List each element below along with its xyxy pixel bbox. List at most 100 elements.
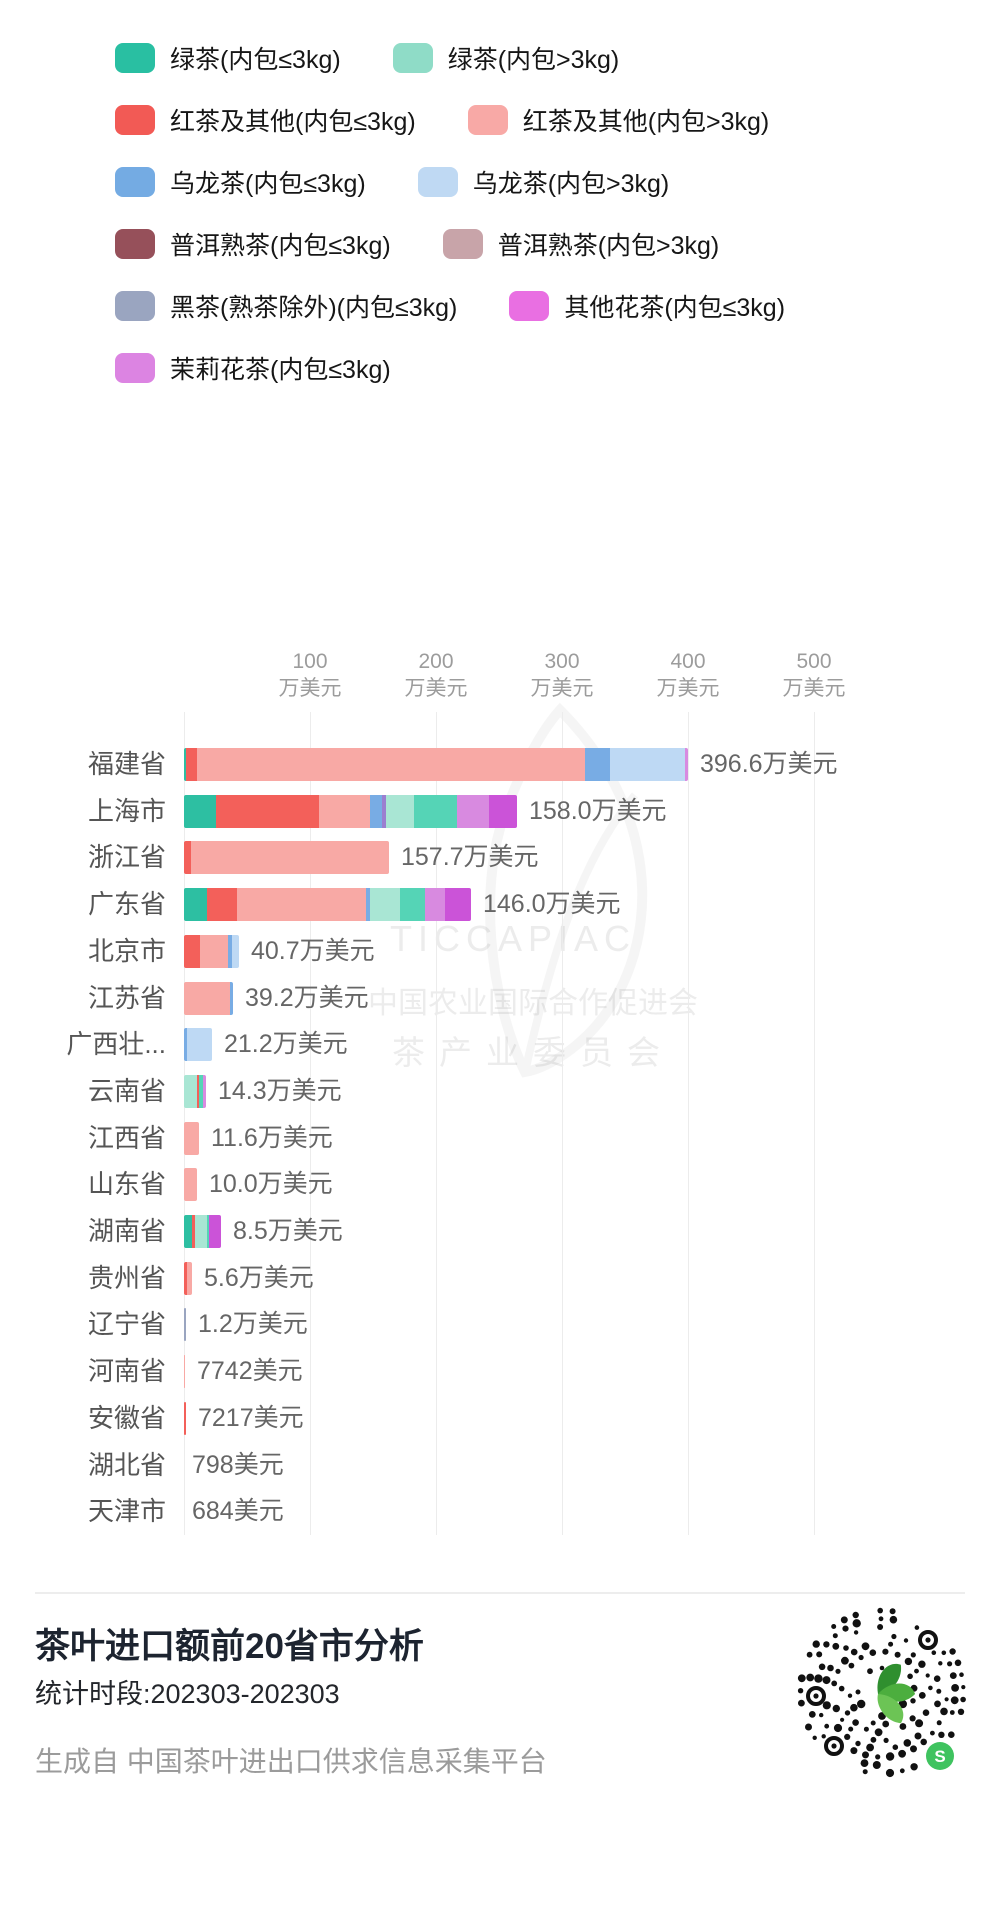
grid-line	[436, 712, 437, 1535]
bar-value-label: 8.5万美元	[233, 1217, 343, 1245]
stacked-bar[interactable]	[184, 888, 471, 921]
bar-value-label: 11.6万美元	[211, 1124, 333, 1152]
y-axis-category-label: 广东省	[87, 889, 166, 919]
bar-value-label: 146.0万美元	[483, 890, 621, 918]
legend-item[interactable]: 绿茶(内包>3kg)	[392, 40, 620, 76]
bar-segment	[414, 795, 457, 828]
y-axis-category-label: 上海市	[87, 796, 166, 826]
bar-segment	[216, 795, 319, 828]
legend-row: 黑茶(熟茶除外)(内包≤3kg) 其他花茶(内包≤3kg)	[115, 288, 895, 324]
stacked-bar[interactable]	[184, 1075, 206, 1108]
legend-swatch-icon	[392, 43, 433, 73]
grid-line	[310, 712, 311, 1535]
bar-segment	[203, 1075, 206, 1108]
stacked-bar[interactable]	[184, 1262, 192, 1295]
grid-line	[688, 712, 689, 1535]
legend-item[interactable]: 乌龙茶(内包≤3kg)	[115, 164, 366, 200]
legend-row: 普洱熟茶(内包≤3kg) 普洱熟茶(内包>3kg)	[115, 226, 895, 262]
legend-swatch-icon	[115, 43, 155, 73]
legend-swatch-icon	[509, 291, 550, 321]
legend-item[interactable]: 乌龙茶(内包>3kg)	[417, 164, 669, 200]
qr-code: S	[797, 1607, 966, 1778]
bar-segment	[191, 841, 389, 874]
legend-item[interactable]: 普洱熟茶(内包>3kg)	[442, 226, 719, 262]
y-axis-category-label: 江苏省	[87, 983, 166, 1013]
stacked-bar[interactable]	[184, 982, 233, 1015]
bar-value-label: 1.2万美元	[198, 1310, 308, 1338]
y-axis-category-label: 北京市	[87, 936, 166, 966]
bar-segment	[425, 888, 445, 921]
bar-segment	[184, 935, 200, 968]
stacked-bar[interactable]	[184, 1028, 212, 1061]
y-axis-category-label: 安徽省	[87, 1403, 166, 1433]
legend-label: 红茶及其他(内包>3kg)	[522, 108, 770, 136]
bar-segment	[184, 1402, 186, 1435]
y-axis-category-label: 辽宁省	[87, 1309, 166, 1339]
legend-item[interactable]: 黑茶(熟茶除外)(内包≤3kg)	[115, 288, 457, 324]
bar-segment	[187, 1028, 212, 1061]
bar-value-label: 158.0万美元	[529, 797, 667, 825]
y-axis-category-label: 天津市	[87, 1496, 166, 1526]
stacked-bar[interactable]	[184, 795, 517, 828]
stacked-bar[interactable]	[184, 1355, 185, 1388]
legend-item[interactable]: 绿茶(内包≤3kg)	[115, 40, 341, 76]
bar-segment	[370, 888, 400, 921]
legend-swatch-icon	[467, 105, 508, 135]
bar-value-label: 684美元	[192, 1497, 284, 1525]
bar-segment	[445, 888, 471, 921]
bar-value-label: 5.6万美元	[204, 1264, 314, 1292]
bar-segment	[184, 1168, 197, 1201]
bar-value-label: 396.6万美元	[700, 750, 838, 778]
legend-swatch-icon	[115, 353, 155, 383]
x-axis-tick-label: 100 万美元	[278, 650, 342, 700]
bar-segment	[457, 795, 489, 828]
stacked-bar[interactable]	[184, 1215, 221, 1248]
bar-segment	[230, 982, 233, 1015]
bar-segment	[184, 795, 216, 828]
bar-segment	[207, 888, 237, 921]
stacked-bar[interactable]	[184, 748, 688, 781]
stacked-bar[interactable]	[184, 1122, 199, 1155]
legend-item[interactable]: 普洱熟茶(内包≤3kg)	[115, 226, 391, 262]
legend-row: 乌龙茶(内包≤3kg) 乌龙茶(内包>3kg)	[115, 164, 895, 200]
bar-value-label: 7217美元	[198, 1404, 304, 1432]
stacked-bar[interactable]	[184, 1402, 186, 1435]
legend-label: 绿茶(内包≤3kg)	[170, 46, 341, 74]
stacked-bar[interactable]	[184, 935, 239, 968]
legend-row: 绿茶(内包≤3kg) 绿茶(内包>3kg)	[115, 40, 895, 76]
bar-segment	[186, 748, 197, 781]
bar-value-label: 798美元	[192, 1451, 284, 1479]
legend-item[interactable]: 其他花茶(内包≤3kg)	[509, 288, 785, 324]
y-axis-category-label: 贵州省	[87, 1263, 166, 1293]
bar-segment	[184, 1122, 199, 1155]
legend-label: 黑茶(熟茶除外)(内包≤3kg)	[170, 294, 458, 322]
bar-segment	[197, 748, 585, 781]
stacked-bar[interactable]	[184, 841, 389, 874]
x-axis-tick-label: 300 万美元	[530, 650, 594, 700]
legend-label: 红茶及其他(内包≤3kg)	[170, 108, 416, 136]
legend-row: 茉莉花茶(内包≤3kg)	[115, 350, 895, 386]
bar-segment	[184, 1028, 187, 1061]
x-axis-tick-label: 400 万美元	[656, 650, 720, 700]
bar-value-label: 39.2万美元	[245, 984, 369, 1012]
y-axis-category-label: 福建省	[87, 749, 166, 779]
legend-swatch-icon	[115, 291, 155, 321]
legend-item[interactable]: 红茶及其他(内包≤3kg)	[115, 102, 416, 138]
legend-swatch-icon	[417, 167, 458, 197]
legend-item[interactable]: 茉莉花茶(内包≤3kg)	[115, 350, 391, 386]
bar-value-label: 157.7万美元	[401, 843, 539, 871]
bar-segment	[192, 1215, 195, 1248]
bar-segment	[184, 982, 230, 1015]
bar-segment	[199, 1075, 203, 1108]
bar-segment	[197, 1075, 199, 1108]
y-axis-category-label: 广西壮...	[66, 1029, 166, 1059]
bar-segment	[184, 748, 186, 781]
stacked-bar[interactable]	[184, 1308, 186, 1341]
legend-label: 绿茶(内包>3kg)	[447, 46, 620, 74]
legend-label: 普洱熟茶(内包≤3kg)	[170, 232, 391, 260]
stacked-bar[interactable]	[184, 1168, 197, 1201]
bar-segment	[319, 795, 370, 828]
bar-segment	[200, 935, 228, 968]
bar-segment	[207, 1215, 209, 1248]
legend-item[interactable]: 红茶及其他(内包>3kg)	[467, 102, 770, 138]
